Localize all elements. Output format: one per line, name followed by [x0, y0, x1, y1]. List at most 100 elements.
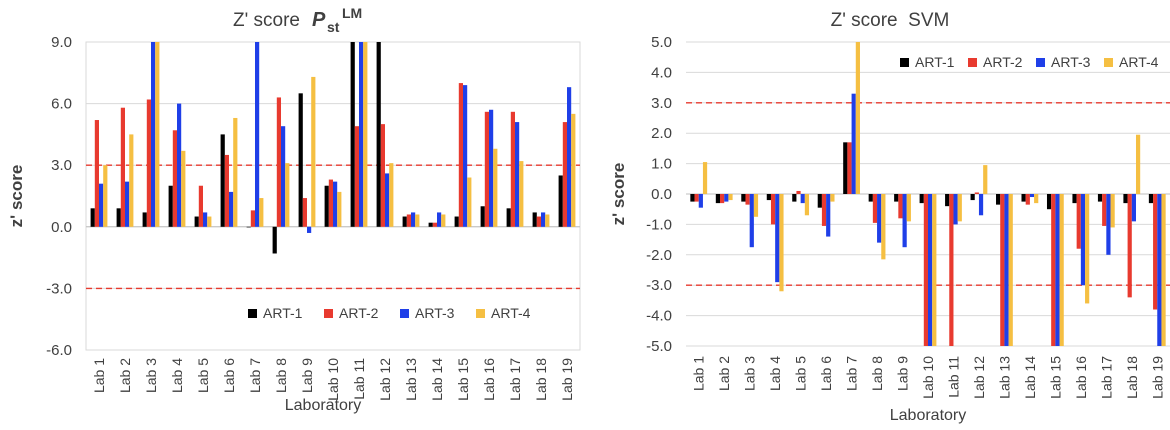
bar-art-3-13: [1004, 194, 1009, 346]
bar-art-4-9: [311, 76, 316, 227]
legend-swatch: [324, 309, 333, 318]
legend-item-art-3: ART-3: [1036, 54, 1091, 70]
legend-swatch: [1036, 58, 1045, 67]
bar-art-2-9: [302, 198, 307, 227]
bar-art-4-6: [830, 194, 835, 202]
y-tick-label: 5.0: [651, 34, 672, 51]
y-tick-label: -3.0: [646, 277, 672, 294]
bar-art-4-8: [285, 163, 290, 227]
legend-item-art-2: ART-2: [968, 54, 1023, 70]
x-tick-label: Lab 17: [1098, 356, 1114, 399]
bar-art-1-14: [1021, 194, 1026, 202]
y-tick-label: -6.0: [46, 342, 72, 359]
bar-art-1-5: [792, 194, 797, 202]
bar-art-4-15: [467, 177, 472, 227]
bar-art-4-15: [1059, 194, 1064, 346]
bar-art-1-16: [1072, 194, 1077, 204]
x-tick-label: Lab 9: [299, 358, 315, 393]
y-tick-label: 3.0: [651, 95, 672, 112]
bar-art-4-11: [957, 194, 962, 222]
bar-art-1-8: [868, 194, 873, 202]
bar-art-4-11: [363, 42, 368, 227]
x-tick-label: Lab 5: [195, 358, 211, 393]
bar-art-3-10: [928, 194, 933, 346]
bar-art-4-1: [103, 165, 108, 227]
x-tick-label: Lab 14: [429, 358, 445, 401]
bar-art-1-6: [817, 194, 822, 208]
bar-art-1-4: [766, 194, 771, 201]
bar-art-1-15: [1046, 194, 1052, 210]
bar-art-3-5: [203, 212, 208, 227]
bar-art-3-6: [229, 191, 234, 227]
bar-art-3-8: [281, 126, 286, 227]
bar-art-1-5: [194, 216, 199, 227]
plot-frame: [85, 41, 581, 351]
y-tick-label: 2.0: [651, 125, 672, 142]
bar-art-3-17: [515, 122, 520, 227]
bar-art-4-9: [906, 194, 911, 222]
bar-art-3-5: [800, 194, 805, 204]
chart-title-text: Z' score SVM: [831, 10, 950, 31]
legend-label: ART-2: [339, 305, 379, 321]
x-tick-label: Lab 18: [533, 358, 549, 401]
x-tick-label: Lab 2: [117, 358, 133, 393]
bar-art-2-17: [1102, 194, 1107, 226]
bar-art-3-3: [749, 194, 754, 248]
legend-label: ART-4: [1119, 54, 1159, 70]
x-tick-label: Lab 17: [507, 358, 523, 401]
legend-swatch: [1104, 58, 1113, 67]
bar-art-1-19: [558, 175, 563, 227]
bar-art-1-9: [894, 194, 899, 202]
bar-art-3-2: [125, 181, 130, 227]
x-tick-label: Lab 7: [247, 358, 263, 393]
x-tick-label: Lab 8: [273, 358, 289, 393]
bar-art-1-6: [220, 134, 225, 227]
x-tick-label: Lab 7: [844, 356, 860, 391]
bar-art-2-3: [146, 99, 151, 227]
x-tick-label: Lab 10: [325, 358, 341, 401]
bar-art-2-11: [354, 126, 359, 227]
legend-swatch: [248, 309, 257, 318]
chart-title-text: Z' score: [233, 10, 300, 31]
bar-art-1-19: [1148, 194, 1154, 204]
x-tick-label: Lab 3: [742, 356, 758, 391]
y-tick-label: -1.0: [646, 216, 672, 233]
bar-art-3-9: [307, 226, 312, 233]
y-tick-label: 4.0: [651, 64, 672, 81]
y-tick-label: 3.0: [51, 157, 72, 174]
bar-art-2-10: [923, 194, 928, 346]
y-tick-label: -3.0: [46, 280, 72, 297]
chart-1: -6.0 -3.0 0.0 3.0 6.0 9.0 Lab 1 Lab 2 Lab 3 Lab 4…: [7, 5, 581, 414]
bar-art-2-6: [821, 194, 827, 226]
bar-art-1-12: [970, 194, 975, 201]
x-axis-label: Laboratory: [890, 407, 967, 424]
bar-art-3-12: [978, 194, 984, 216]
bar-art-1-10: [919, 194, 924, 204]
y-tick-label: 0.0: [651, 186, 672, 203]
bar-art-3-10: [333, 181, 338, 227]
x-tick-label: Lab 19: [559, 358, 575, 401]
bar-art-3-18: [1131, 194, 1136, 222]
bar-art-3-19: [567, 87, 572, 227]
bar-art-2-11: [949, 194, 954, 346]
bar-art-4-4: [779, 194, 784, 292]
bar-art-1-7: [246, 226, 251, 228]
x-tick-label: Lab 5: [793, 356, 809, 391]
bar-art-3-15: [1055, 194, 1060, 346]
bar-art-3-19: [1157, 194, 1162, 346]
bar-art-4-14: [441, 214, 446, 227]
bar-art-3-11: [359, 42, 364, 227]
bar-art-3-12: [385, 173, 390, 227]
legend-item-art-4: ART-4: [1104, 54, 1159, 70]
bar-art-1-17: [1097, 194, 1103, 202]
x-axis-label: Laboratory: [285, 397, 362, 414]
bar-art-1-15: [454, 216, 459, 227]
x-tick-label: Lab 4: [169, 358, 185, 393]
bar-art-3-8: [877, 194, 882, 243]
bar-art-4-7: [259, 198, 264, 227]
bar-art-4-8: [881, 194, 886, 260]
legend-label: ART-4: [491, 305, 531, 321]
bar-art-4-16: [493, 148, 498, 227]
x-tick-label: Lab 16: [481, 358, 497, 401]
